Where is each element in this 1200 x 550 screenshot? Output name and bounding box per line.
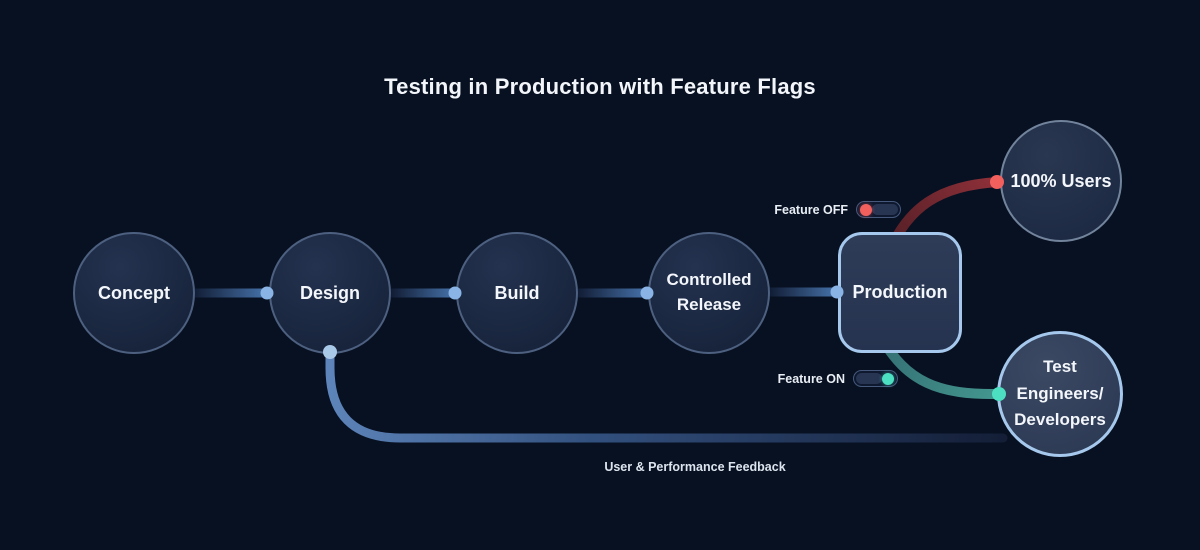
feature-on-toggle-track: [856, 373, 882, 384]
feature-on-row: Feature ON: [778, 370, 898, 387]
outcome-label-all-users: 100% Users: [1010, 170, 1112, 191]
diagram-title: Testing in Production with Feature Flags: [384, 74, 816, 99]
feature-off-toggle-track: [872, 204, 898, 215]
stage-label-build: Build: [494, 282, 540, 303]
feedback-caption: User & Performance Feedback: [604, 460, 786, 474]
outcome-node-testers: Test Engineers/ Developers: [997, 331, 1123, 457]
feature-on-toggle-knob: [882, 372, 894, 385]
stage-node-production: Production: [838, 232, 962, 353]
stage-node-design: Design: [269, 232, 391, 354]
feature-off-row: Feature OFF: [774, 201, 901, 218]
feature-off-toggle[interactable]: [856, 201, 901, 218]
stage-node-controlled-release: Controlled Release: [648, 232, 770, 354]
stage-label-controlled-release: Controlled Release: [666, 270, 752, 314]
feature-off-toggle-knob: [860, 203, 872, 216]
feedback-path: [325, 345, 1008, 443]
outcome-label-testers: Test Engineers/ Developers: [1014, 357, 1106, 430]
stage-label-concept: Concept: [98, 282, 170, 303]
stage-label-production: Production: [852, 282, 948, 302]
stage-node-concept: Concept: [73, 232, 195, 354]
feature-off-label: Feature OFF: [774, 202, 848, 217]
stage-node-build: Build: [456, 232, 578, 354]
stage-label-design: Design: [299, 282, 360, 303]
feature-on-toggle[interactable]: [853, 370, 898, 387]
outcome-node-all-users: 100% Users: [1000, 120, 1122, 242]
feature-on-label: Feature ON: [777, 371, 845, 386]
